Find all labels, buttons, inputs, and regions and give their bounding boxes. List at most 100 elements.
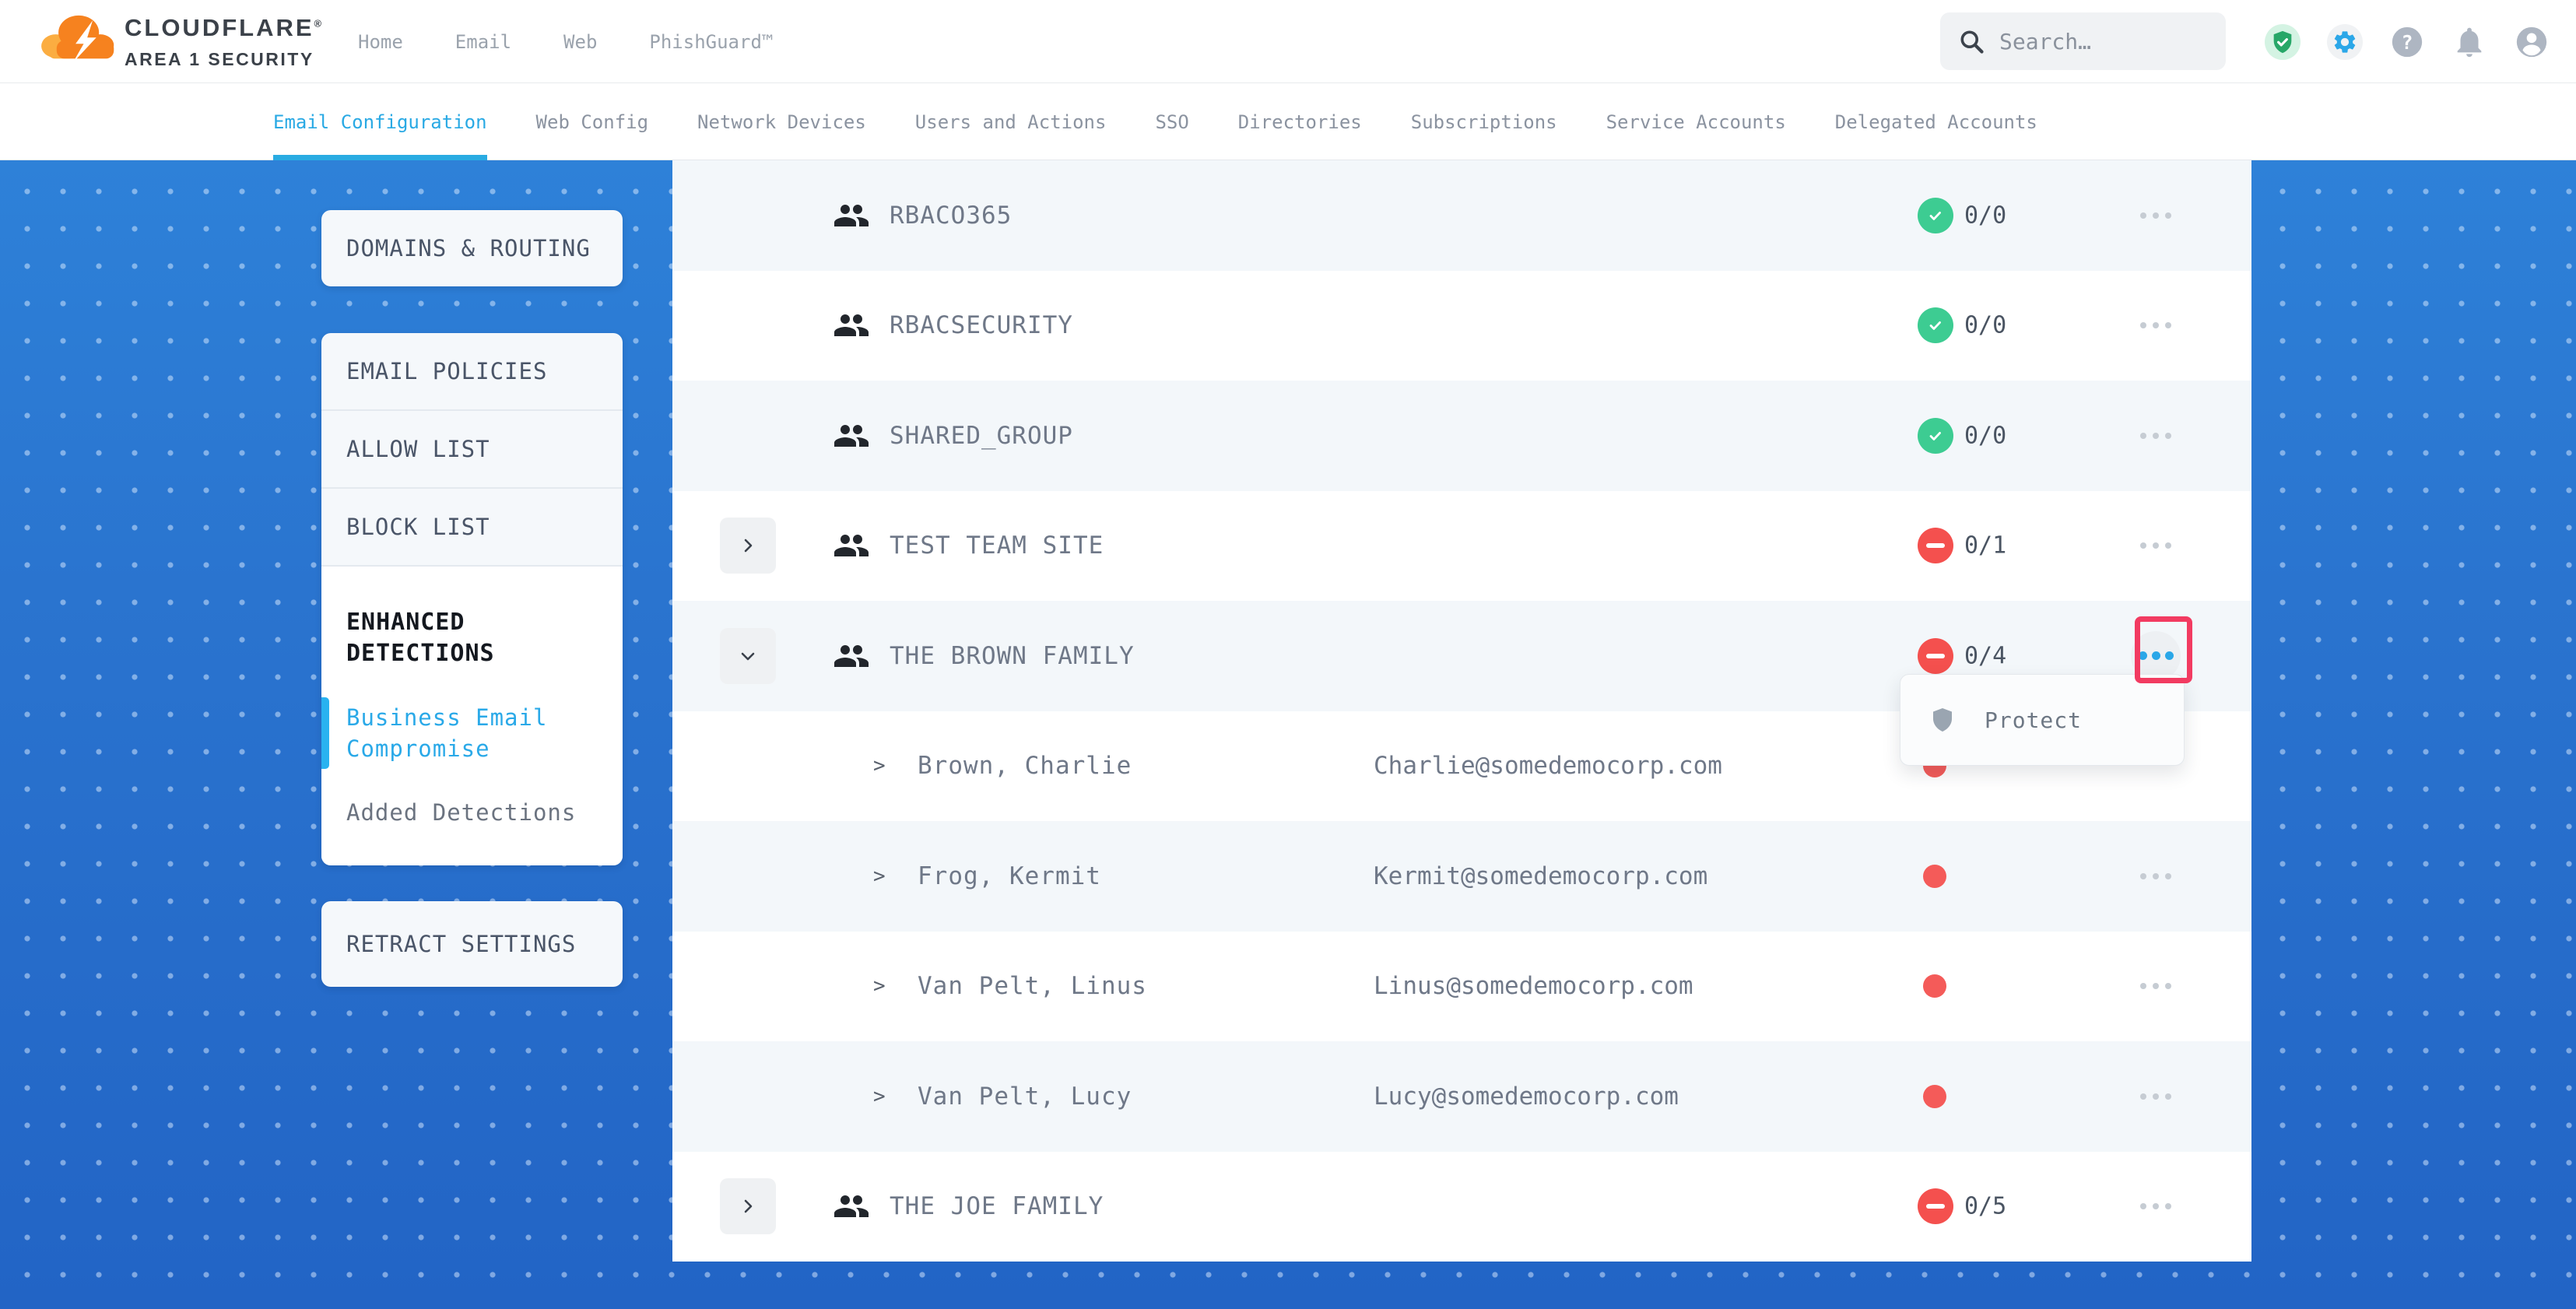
status-dot xyxy=(1923,974,1946,998)
tab-service-accounts[interactable]: Service Accounts xyxy=(1606,111,1786,133)
row-menu-button[interactable] xyxy=(2131,1072,2181,1121)
ellipsis-dot xyxy=(2140,872,2146,879)
row-menu-button[interactable] xyxy=(2131,411,2181,461)
tab-subscriptions[interactable]: Subscriptions xyxy=(1410,111,1557,133)
ellipsis-dot xyxy=(2153,212,2159,219)
member-chevron-icon: > xyxy=(873,754,886,778)
row-name[interactable]: RBACSECURITY xyxy=(890,311,1073,340)
expand-button[interactable] xyxy=(720,518,776,574)
help-icon[interactable]: ? xyxy=(2389,24,2425,60)
top-nav-phishguard[interactable]: PhishGuard™ xyxy=(649,30,774,53)
table-row: > Van Pelt, Linus Linus@somedemocorp.com xyxy=(672,931,2251,1041)
sidebar-card-domains-routing[interactable]: DOMAINS & ROUTING xyxy=(321,210,623,286)
groups-table: RBACO365 0/0 RBACSECURITY 0/0 xyxy=(672,160,2251,1262)
member-chevron-icon: > xyxy=(873,864,886,888)
tab-network-devices[interactable]: Network Devices xyxy=(697,111,866,133)
expand-button[interactable] xyxy=(720,627,776,684)
top-nav: Home Email Web PhishGuard™ xyxy=(358,0,773,83)
enhanced-detections-title[interactable]: ENHANCED DETECTIONS xyxy=(346,609,495,667)
top-nav-home[interactable]: Home xyxy=(358,30,403,53)
account-icon[interactable] xyxy=(2514,24,2550,60)
top-nav-email[interactable]: Email xyxy=(454,30,512,53)
row-name[interactable]: Brown, Charlie xyxy=(918,752,1132,781)
ellipsis-dot xyxy=(2165,212,2171,219)
row-email: Lucy@somedemocorp.com xyxy=(1374,1082,1679,1111)
sidebar-card-policies: EMAIL POLICIES ALLOW LIST BLOCK LIST ENH… xyxy=(321,333,623,865)
notifications-bell-icon[interactable] xyxy=(2451,24,2487,60)
table-row: > Frog, Kermit Kermit@somedemocorp.com xyxy=(672,821,2251,932)
ellipsis-dot xyxy=(2140,322,2146,329)
tab-directories[interactable]: Directories xyxy=(1237,111,1362,133)
row-name[interactable]: RBACO365 xyxy=(890,201,1013,230)
table-row: THE JOE FAMILY 0/5 xyxy=(672,1151,2251,1262)
sidebar-item-added-detections[interactable]: Added Detections xyxy=(346,799,577,826)
status-count: 0/4 xyxy=(1964,642,2007,670)
expand-button[interactable] xyxy=(720,1178,776,1235)
row-name[interactable]: Frog, Kermit xyxy=(918,862,1101,890)
search-input[interactable] xyxy=(1999,28,2194,54)
row-name[interactable]: THE JOE FAMILY xyxy=(890,1192,1104,1221)
table-row: RBACSECURITY 0/0 xyxy=(672,270,2251,381)
ellipsis-dot xyxy=(2153,872,2159,879)
row-name[interactable]: Van Pelt, Lucy xyxy=(918,1082,1132,1111)
status-check-badge xyxy=(1918,197,1953,233)
row-name[interactable]: SHARED_GROUP xyxy=(890,421,1073,450)
sidebar-item-business-email-compromise[interactable]: Business Email Compromise xyxy=(321,697,598,769)
sidebar-card-retract-settings[interactable]: RETRACT SETTINGS xyxy=(321,901,623,987)
tab-web-config[interactable]: Web Config xyxy=(535,111,649,133)
group-icon xyxy=(834,535,869,557)
ellipsis-dot xyxy=(2165,872,2171,879)
ellipsis-dot xyxy=(2153,1093,2159,1100)
ellipsis-dot xyxy=(2153,322,2159,329)
sidebar-item-allow-list[interactable]: ALLOW LIST xyxy=(321,411,623,489)
tab-sso[interactable]: SSO xyxy=(1155,111,1189,133)
row-menu-button[interactable] xyxy=(2131,1181,2181,1231)
member-chevron-icon: > xyxy=(873,1084,886,1108)
row-menu-button[interactable] xyxy=(2131,851,2181,901)
status-count: 0/0 xyxy=(1964,422,2007,450)
ellipsis-dot xyxy=(2140,432,2146,439)
row-menu-button[interactable] xyxy=(2131,191,2181,240)
tab-users-and-actions[interactable]: Users and Actions xyxy=(914,111,1107,133)
ellipsis-dot xyxy=(2140,542,2146,549)
row-menu-button[interactable] xyxy=(2131,300,2181,350)
ellipsis-dot xyxy=(2165,983,2171,990)
row-name[interactable]: THE BROWN FAMILY xyxy=(890,641,1135,670)
ellipsis-dot xyxy=(2153,542,2159,549)
active-indicator-bar xyxy=(321,697,329,769)
row-email: Kermit@somedemocorp.com xyxy=(1374,862,1708,890)
top-nav-web[interactable]: Web xyxy=(563,30,598,53)
row-email: Linus@somedemocorp.com xyxy=(1374,972,1693,1001)
group-icon xyxy=(834,424,869,447)
table-row: SHARED_GROUP 0/0 xyxy=(672,381,2251,491)
status-dot xyxy=(1923,864,1946,888)
row-name[interactable]: Van Pelt, Linus xyxy=(918,972,1147,1001)
row-menu-button[interactable] xyxy=(2131,521,2181,570)
tab-email-configuration[interactable]: Email Configuration xyxy=(273,83,487,160)
cloudflare-logo-icon[interactable] xyxy=(35,8,121,75)
ellipsis-dot xyxy=(2138,651,2147,661)
ellipsis-dot xyxy=(2165,1203,2171,1210)
sidebar-item-domains-routing[interactable]: DOMAINS & ROUTING xyxy=(346,235,591,261)
search-box[interactable] xyxy=(1940,12,2226,70)
table-row: RBACO365 0/0 xyxy=(672,160,2251,271)
registered-mark: ® xyxy=(314,17,322,30)
group-icon xyxy=(834,1195,869,1218)
row-email: Charlie@somedemocorp.com xyxy=(1374,752,1722,781)
menu-item-protect[interactable]: Protect xyxy=(1985,707,2083,733)
sidebar-item-block-list[interactable]: BLOCK LIST xyxy=(321,489,623,567)
table-row: > Van Pelt, Lucy Lucy@somedemocorp.com xyxy=(672,1041,2251,1152)
ellipsis-dot xyxy=(2164,651,2174,661)
status-minus-badge xyxy=(1918,528,1953,564)
sidebar-item-retract-settings[interactable]: RETRACT SETTINGS xyxy=(346,931,577,957)
ellipsis-dot xyxy=(2165,542,2171,549)
sidebar-item-email-policies[interactable]: EMAIL POLICIES xyxy=(321,333,623,411)
ellipsis-dot xyxy=(2165,432,2171,439)
ellipsis-dot xyxy=(2165,1093,2171,1100)
tab-delegated-accounts[interactable]: Delegated Accounts xyxy=(1834,111,2037,133)
row-name[interactable]: TEST TEAM SITE xyxy=(890,532,1104,560)
search-icon xyxy=(1960,30,1984,54)
shield-check-icon[interactable] xyxy=(2265,23,2301,60)
row-menu-button[interactable] xyxy=(2131,961,2181,1011)
settings-gear-icon[interactable] xyxy=(2327,23,2363,60)
